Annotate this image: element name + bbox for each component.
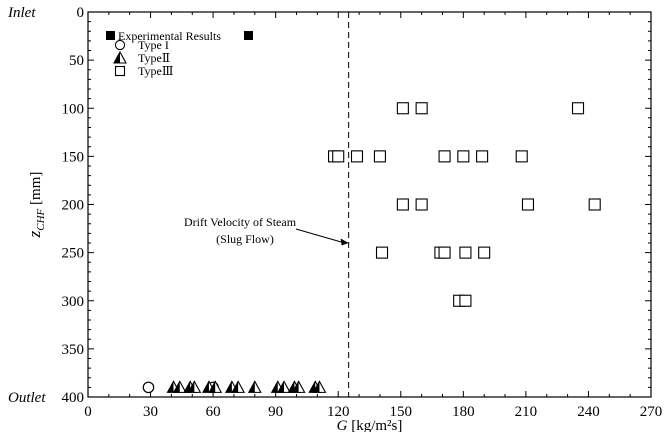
x-axis-title: G [kg/m²s] <box>337 418 403 432</box>
type3-point <box>332 150 345 163</box>
x-tick-label: 240 <box>577 404 600 420</box>
triangle-fill <box>309 381 316 393</box>
annotation-arrow-head <box>340 238 349 246</box>
x-tick-label: 30 <box>143 404 158 420</box>
legend-item-label: TypeⅢ <box>138 64 173 78</box>
y-tick-label: 0 <box>77 5 85 21</box>
x-tick-label: 60 <box>206 404 221 420</box>
triangle-fill <box>278 381 285 393</box>
y-tick-label: 150 <box>62 149 85 165</box>
y-tick-label: 350 <box>62 342 85 358</box>
legend-header: Experimental Results <box>118 29 221 43</box>
triangle-fill <box>167 381 174 393</box>
type3-point <box>350 150 364 163</box>
type2-point <box>187 380 202 393</box>
triangle-fill <box>248 381 255 393</box>
triangle-fill <box>188 381 195 393</box>
outlet-label: Outlet <box>8 390 46 406</box>
type3-point <box>515 150 528 163</box>
y-tick-label: 200 <box>62 198 85 214</box>
triangle-fill <box>292 381 299 393</box>
type3-point <box>438 150 451 163</box>
y-tick-label: 400 <box>62 390 85 406</box>
legend-square-marker <box>114 65 126 77</box>
type2-point <box>312 380 327 393</box>
triangle-fill <box>173 381 180 393</box>
type2-point <box>277 380 291 393</box>
legend-circle-marker <box>114 39 126 51</box>
x-tick-label: 0 <box>84 404 92 420</box>
y-tick-label: 300 <box>62 294 85 310</box>
type3-point <box>396 198 409 211</box>
y-tick-label: 100 <box>62 101 85 117</box>
type3-point <box>396 102 409 115</box>
type3-point <box>459 246 472 259</box>
type3-point <box>415 102 428 115</box>
legend-filled-square-left <box>106 31 115 40</box>
x-tick-label: 210 <box>515 404 538 420</box>
y-axis-title: zCHF [mm] <box>25 172 47 239</box>
inlet-label: Inlet <box>7 5 36 21</box>
y-tick-label: 250 <box>62 246 85 262</box>
type2-point <box>172 380 187 393</box>
x-tick-label: 120 <box>327 404 350 420</box>
legend-item-label: Type I <box>138 38 169 52</box>
triangle-fill <box>271 381 278 393</box>
type3-point <box>478 246 491 259</box>
legend-filled-square-right <box>244 31 253 40</box>
legend-half-triangle-marker <box>113 50 127 64</box>
type3-point <box>438 246 451 259</box>
triangle-fill <box>184 381 191 393</box>
triangle-fill <box>225 381 232 393</box>
type3-point <box>457 150 470 163</box>
type2-point <box>231 380 246 393</box>
type2-point <box>291 380 306 393</box>
type2-point <box>208 380 223 393</box>
type3-point <box>588 198 601 211</box>
x-tick-label: 270 <box>640 404 663 420</box>
triangle-fill <box>232 381 239 393</box>
type3-point <box>415 198 428 211</box>
y-tick-label: 50 <box>69 53 84 69</box>
triangle-fill <box>209 381 216 393</box>
triangle-fill <box>288 381 295 393</box>
type1-point <box>142 381 155 394</box>
x-tick-label: 150 <box>390 404 413 420</box>
slug-flow-label: (Slug Flow) <box>216 232 274 246</box>
type2-point <box>247 380 262 393</box>
triangle-fill <box>313 381 320 393</box>
triangle-fill <box>114 52 120 63</box>
type3-point <box>476 150 489 163</box>
type3-point <box>373 150 386 163</box>
type3-point <box>375 246 389 259</box>
triangle-fill <box>202 381 209 393</box>
type3-point <box>571 102 585 115</box>
x-tick-label: 90 <box>268 404 283 420</box>
annotation-arrow-line <box>295 228 345 244</box>
type3-point <box>521 198 535 211</box>
legend-item-label: TypeⅡ <box>138 51 170 65</box>
drift-velocity-label: Drift Velocity of Steam <box>184 215 297 229</box>
type3-point <box>459 294 472 307</box>
x-tick-label: 180 <box>452 404 475 420</box>
